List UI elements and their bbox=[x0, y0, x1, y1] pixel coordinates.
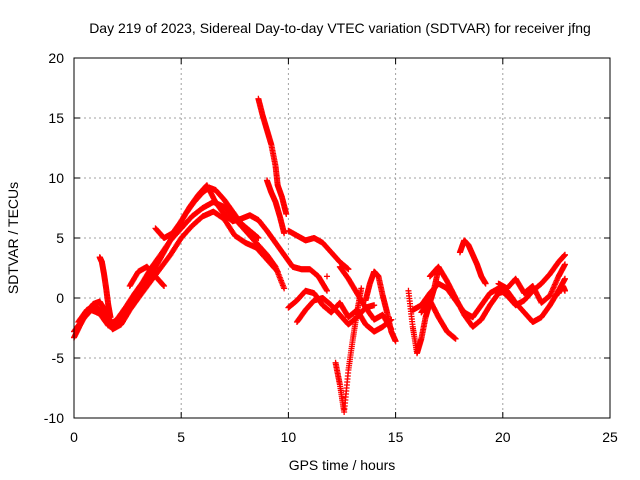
y-tick-label: -10 bbox=[44, 410, 64, 426]
x-tick-label: 15 bbox=[388, 429, 404, 445]
data-point bbox=[561, 251, 568, 258]
data-point bbox=[273, 267, 280, 274]
series-arc-9 bbox=[285, 227, 352, 273]
y-tick-label: 10 bbox=[48, 170, 64, 186]
data-point bbox=[482, 280, 489, 287]
series-arc-22 bbox=[555, 283, 568, 297]
data-point bbox=[283, 211, 290, 217]
grid-lines bbox=[74, 58, 610, 418]
data-marks bbox=[71, 95, 568, 415]
data-point bbox=[274, 268, 281, 275]
series-arc-21 bbox=[495, 261, 568, 306]
x-axis-label: GPS time / hours bbox=[289, 457, 396, 473]
axis-ticks: 0 5 10 15 20 25 -10 -5 0 5 10 15 20 bbox=[44, 50, 618, 445]
data-point bbox=[281, 285, 288, 292]
series-arc-14 bbox=[362, 268, 399, 345]
data-point bbox=[323, 287, 330, 294]
data-point bbox=[107, 314, 114, 321]
y-tick-label: 20 bbox=[48, 50, 64, 66]
series-arc-8 bbox=[263, 177, 288, 237]
series-arc-3 bbox=[75, 208, 281, 333]
series-arc-18 bbox=[426, 263, 568, 330]
x-tick-label: 20 bbox=[495, 429, 511, 445]
series-arc-5 bbox=[96, 254, 114, 321]
y-tick-label: 5 bbox=[56, 230, 64, 246]
data-point bbox=[561, 261, 568, 268]
plot-frame bbox=[73, 57, 611, 419]
y-axis-label: SDTVAR / TECUs bbox=[5, 182, 21, 294]
series-arc-7 bbox=[255, 95, 290, 217]
y-tick-label: 0 bbox=[56, 290, 64, 306]
series-arc-4 bbox=[152, 182, 330, 294]
data-point bbox=[358, 285, 365, 292]
data-point bbox=[561, 275, 568, 282]
series-arc-12 bbox=[332, 285, 365, 415]
series-arc-15 bbox=[323, 273, 330, 280]
y-tick-label: 15 bbox=[48, 110, 64, 126]
chart-title: Day 219 of 2023, Sidereal Day-to-day VTE… bbox=[89, 20, 591, 36]
x-tick-label: 0 bbox=[70, 429, 78, 445]
x-tick-label: 10 bbox=[281, 429, 297, 445]
y-tick-label: -5 bbox=[52, 350, 65, 366]
data-point bbox=[452, 335, 459, 342]
data-point bbox=[561, 287, 568, 294]
series-arc-19 bbox=[418, 297, 459, 342]
data-point bbox=[323, 273, 330, 280]
data-point bbox=[281, 230, 288, 237]
data-point bbox=[255, 235, 262, 241]
data-point bbox=[345, 266, 352, 273]
x-tick-label: 25 bbox=[602, 429, 618, 445]
x-tick-label: 5 bbox=[177, 429, 185, 445]
data-point bbox=[392, 338, 399, 345]
series-arc-20 bbox=[456, 237, 489, 287]
series-arc-6 bbox=[126, 263, 168, 289]
data-point bbox=[371, 302, 378, 309]
data-point bbox=[161, 283, 168, 289]
